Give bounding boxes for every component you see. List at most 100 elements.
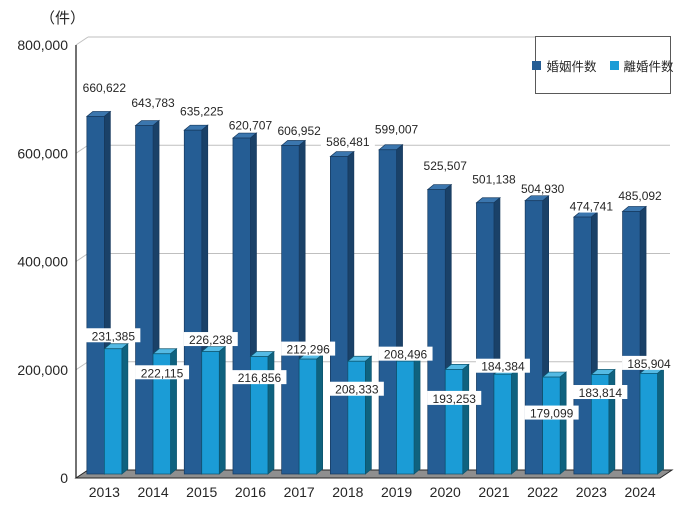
y-axis-unit-label: （件）	[40, 10, 86, 27]
data-label-bg-離婚件数-2014	[135, 365, 190, 380]
chart-floor	[74, 469, 674, 479]
bar-婚姻件数-2024	[622, 211, 641, 475]
bar-婚姻件数-2013	[86, 116, 105, 475]
gridline-connector	[75, 144, 89, 154]
data-label-離婚件数-2021: 184,384	[481, 360, 525, 374]
data-label-離婚件数-2016: 216,856	[238, 371, 282, 385]
data-label-離婚件数-2024: 185,904	[627, 357, 671, 371]
bar-婚姻件数-2017	[281, 145, 300, 475]
bar-side-離婚件数-2016	[267, 350, 275, 475]
data-label-bg-婚姻件数-2018	[320, 134, 375, 149]
bar-side-離婚件数-2013	[121, 343, 129, 475]
y-axis-tick-label: 800,000	[17, 37, 68, 53]
data-label-婚姻件数-2021: 501,138	[472, 172, 516, 186]
data-label-bg-婚姻件数-2014	[126, 95, 181, 110]
data-label-離婚件数-2014: 222,115	[141, 366, 184, 380]
bar-婚姻件数-2016	[232, 137, 251, 475]
legend-item-divorce: 離婚件数	[609, 56, 674, 75]
data-label-bg-離婚件数-2017	[281, 341, 336, 356]
bar-婚姻件数-2018	[330, 156, 349, 475]
bar-side-離婚件数-2024	[657, 367, 664, 475]
data-label-bg-離婚件数-2019	[378, 346, 433, 361]
y-axis-tick-label: 0	[60, 470, 68, 486]
bar-side-離婚件数-2017	[316, 353, 323, 475]
bar-婚姻件数-2023	[573, 216, 592, 475]
data-label-婚姻件数-2017: 606,952	[277, 124, 321, 138]
bar-離婚件数-2021	[493, 373, 512, 475]
bar-離婚件数-2013	[103, 348, 123, 475]
legend-swatch-divorce-icon	[609, 60, 619, 70]
bar-離婚件数-2016	[250, 356, 269, 475]
data-label-bg-離婚件数-2021	[475, 358, 530, 373]
gridline-connector	[75, 361, 89, 371]
bar-婚姻件数-2022	[524, 200, 544, 475]
x-axis-label-2016: 2016	[235, 484, 266, 500]
x-axis-label-2024: 2024	[624, 484, 655, 500]
data-label-婚姻件数-2015: 635,225	[180, 105, 224, 119]
data-label-離婚件数-2022: 179,099	[530, 407, 574, 421]
x-axis-label-2020: 2020	[430, 484, 461, 500]
data-label-婚姻件数-2013: 660,622	[83, 81, 127, 95]
bar-婚姻件数-2015	[183, 129, 203, 475]
data-label-bg-離婚件数-2020	[427, 390, 482, 405]
data-label-婚姻件数-2020: 525,507	[424, 159, 468, 173]
x-axis-label-2017: 2017	[284, 484, 315, 500]
data-label-bg-婚姻件数-2016	[223, 117, 278, 132]
data-label-婚姻件数-2018: 586,481	[326, 135, 370, 149]
bar-離婚件数-2018	[347, 360, 366, 475]
legend: 婚姻件数 離婚件数	[532, 36, 674, 94]
bar-離婚件数-2020	[444, 369, 464, 475]
bar-離婚件数-2023	[590, 374, 610, 475]
x-axis-label-2013: 2013	[89, 484, 120, 500]
x-axis-label-2015: 2015	[186, 484, 217, 500]
bar-離婚件数-2024	[639, 373, 658, 475]
data-label-bg-離婚件数-2018	[329, 381, 384, 396]
bar-side-離婚件数-2022	[559, 371, 567, 475]
data-label-bg-離婚件数-2022	[524, 405, 579, 420]
x-axis-label-2019: 2019	[381, 484, 412, 500]
bar-離婚件数-2022	[542, 376, 561, 475]
x-axis-label-2018: 2018	[332, 484, 363, 500]
data-label-bg-離婚件数-2024	[622, 355, 675, 370]
data-label-bg-婚姻件数-2023	[564, 198, 619, 213]
bar-side-離婚件数-2019	[413, 355, 421, 475]
bar-離婚件数-2015	[201, 351, 220, 475]
bar-離婚件数-2017	[298, 358, 317, 475]
data-label-婚姻件数-2014: 643,783	[131, 96, 175, 110]
data-label-bg-婚姻件数-2015	[174, 103, 229, 118]
data-label-離婚件数-2020: 193,253	[433, 392, 477, 406]
legend-swatch-marriage-icon	[532, 60, 542, 70]
legend-label-marriage: 婚姻件数	[546, 59, 597, 74]
bar-婚姻件数-2020	[427, 189, 446, 475]
gridline-connector	[75, 36, 89, 46]
bar-離婚件数-2014	[152, 353, 171, 475]
legend-label-divorce: 離婚件数	[623, 59, 674, 74]
legend-item-marriage: 婚姻件数	[532, 56, 597, 75]
y-axis-tick-label: 400,000	[17, 254, 68, 270]
data-label-離婚件数-2017: 212,296	[286, 343, 330, 357]
data-label-bg-婚姻件数-2013	[77, 79, 132, 94]
bar-side-離婚件数-2021	[511, 368, 518, 475]
data-label-離婚件数-2023: 183,814	[579, 386, 623, 400]
bar-婚姻件数-2014	[135, 125, 154, 475]
bar-離婚件数-2019	[396, 360, 415, 475]
bar-side-離婚件数-2020	[462, 363, 470, 475]
data-label-bg-婚姻件数-2022	[515, 181, 570, 196]
data-label-bg-婚姻件数-2017	[272, 122, 327, 137]
data-label-bg-離婚件数-2023	[573, 385, 628, 400]
data-label-離婚件数-2013: 231,385	[92, 329, 136, 343]
data-label-離婚件数-2015: 226,238	[189, 333, 233, 347]
data-label-bg-婚姻件数-2020	[418, 158, 473, 173]
y-axis-tick-label: 200,000	[17, 362, 68, 378]
data-label-bg-離婚件数-2015	[183, 332, 238, 347]
data-label-bg-離婚件数-2016	[232, 370, 287, 385]
data-label-婚姻件数-2016: 620,707	[229, 119, 273, 133]
data-label-婚姻件数-2024: 485,092	[618, 189, 662, 203]
data-label-bg-婚姻件数-2019	[369, 121, 424, 136]
data-label-婚姻件数-2022: 504,930	[521, 182, 565, 196]
x-axis-label-2014: 2014	[137, 484, 168, 500]
data-label-婚姻件数-2023: 474,741	[570, 200, 614, 214]
data-label-bg-離婚件数-2013	[86, 328, 141, 343]
